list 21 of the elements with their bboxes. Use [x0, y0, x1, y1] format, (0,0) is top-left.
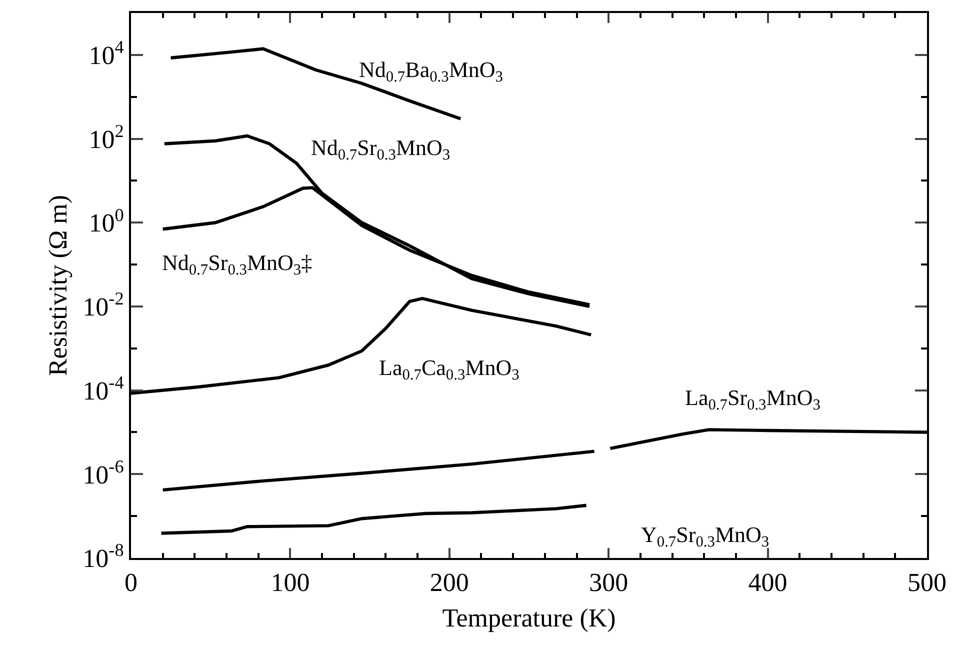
y-tick-label: 10$^{-4}$ [82, 372, 124, 406]
y-tick-label: 10$^{4}$ [88, 37, 124, 70]
x-tick-label: 0 [124, 568, 138, 598]
series-label: Nd$_{0.7}$Sr$_{0.3}$MnO$_{3}$‡ [162, 250, 312, 279]
y-tick-label: 10$^{-8}$ [82, 540, 124, 574]
text: Y$_{0.7}$Sr$_{0.3}$MnO$_{3}$ [641, 522, 770, 551]
x-tick-label: 100 [270, 568, 310, 598]
y-tick-label: 10$^{2}$ [88, 120, 124, 154]
x-tick-label: 200 [430, 568, 469, 598]
y-tick-label: 10$^{-2}$ [82, 288, 124, 322]
x-axis-title: Temperature (K) [442, 603, 616, 632]
x-tick-label: 400 [748, 568, 788, 598]
y-tick-label: 10$^{0}$ [88, 204, 124, 238]
y-tick-label: 10$^{-6}$ [82, 456, 124, 490]
series-label: Nd$_{0.7}$Sr$_{0.3}$MnO$_{3}$ [311, 135, 450, 164]
x-tick-label: 500 [908, 568, 946, 598]
series-label: La$_{0.7}$Sr$_{0.3}$MnO$_{3}$ [685, 385, 821, 414]
series-label: La$_{0.7}$Ca$_{0.3}$MnO$_{3}$ [379, 355, 520, 384]
x-tick-label: 300 [589, 568, 628, 598]
y-axis-title: Resistivity (Ω m) [44, 194, 73, 376]
series-label: Nd$_{0.7}$Ba$_{0.3}$MnO$_{3}$ [359, 57, 504, 86]
